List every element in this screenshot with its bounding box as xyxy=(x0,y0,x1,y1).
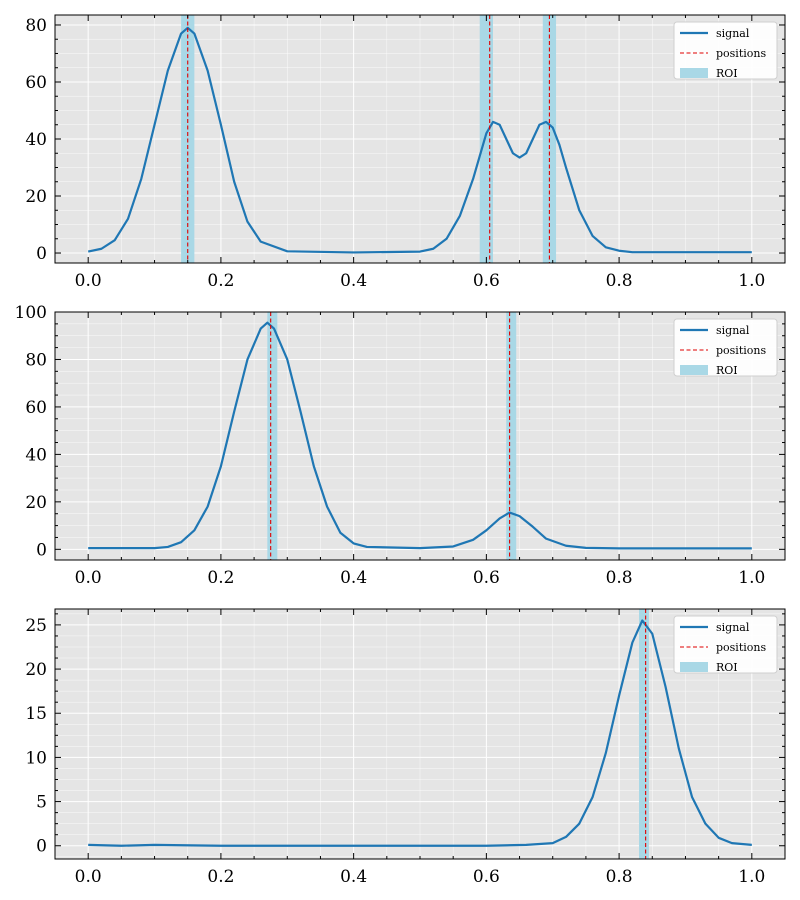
legend-label: positions xyxy=(716,344,766,357)
gridlines xyxy=(55,609,785,859)
roi-band xyxy=(479,15,493,263)
roi-group xyxy=(639,609,649,859)
y-tick-label: 25 xyxy=(25,616,47,636)
x-tick-label: 0.0 xyxy=(75,867,102,887)
legend-label: signal xyxy=(716,27,750,40)
y-tick-label: 10 xyxy=(25,748,47,768)
y-tick-label: 0 xyxy=(36,244,47,264)
legend: signal positions ROI xyxy=(673,21,778,80)
x-tick-label: 0.2 xyxy=(207,568,234,588)
legend-label: signal xyxy=(716,324,750,337)
y-tick-label: 60 xyxy=(25,398,47,418)
roi-band xyxy=(267,312,278,560)
x-tick-label: 0.8 xyxy=(606,568,633,588)
y-tick-label: 5 xyxy=(36,793,47,813)
x-tick-label: 0.2 xyxy=(207,867,234,887)
chart-panel-1: 0.0 0.2 0.4 0.6 0.8 1.0 0 20 40 60 80 signal positio… xyxy=(25,14,786,291)
x-tick-label: 0.6 xyxy=(473,271,500,291)
legend-label: positions xyxy=(716,47,766,60)
legend-roi-swatch xyxy=(680,365,708,375)
y-tick-label: 40 xyxy=(25,130,47,150)
x-tick-label: 0.0 xyxy=(75,568,102,588)
legend-box xyxy=(673,318,778,377)
gridlines xyxy=(55,15,785,263)
legend-box xyxy=(673,21,778,80)
legend: signal positions ROI xyxy=(673,615,778,674)
x-tick-label: 0.8 xyxy=(606,867,633,887)
y-tick-label: 100 xyxy=(15,303,47,323)
y-tick-label: 20 xyxy=(25,187,47,207)
y-tick-label: 15 xyxy=(25,704,47,724)
legend-box xyxy=(673,615,778,674)
x-tick-label: 0.2 xyxy=(207,271,234,291)
signal-line xyxy=(88,321,752,550)
legend-label: ROI xyxy=(716,364,738,377)
x-tick-label: 1.0 xyxy=(738,867,765,887)
y-tick-label: 40 xyxy=(25,445,47,465)
x-tick-label: 1.0 xyxy=(738,568,765,588)
legend-label: ROI xyxy=(716,661,738,674)
y-tick-label: 20 xyxy=(25,493,47,513)
y-tick-label: 0 xyxy=(36,540,47,560)
y-tick-label: 80 xyxy=(25,350,47,370)
legend-roi-swatch xyxy=(680,68,708,78)
legend-label: ROI xyxy=(716,67,738,80)
legend-label: signal xyxy=(716,621,750,634)
gridlines xyxy=(55,312,785,560)
y-tick-label: 0 xyxy=(36,837,47,857)
x-tick-label: 0.4 xyxy=(340,568,367,588)
x-tick-label: 0.6 xyxy=(473,867,500,887)
signal-line xyxy=(88,619,752,847)
chart-panel-3: 0.0 0.2 0.4 0.6 0.8 1.0 0 5 10 15 20 25 signal positi… xyxy=(25,608,786,887)
legend-roi-swatch xyxy=(680,662,708,672)
x-tick-label: 0.4 xyxy=(340,271,367,291)
x-tick-label: 1.0 xyxy=(738,271,765,291)
y-tick-label: 60 xyxy=(25,73,47,93)
signal-line xyxy=(87,26,752,254)
x-tick-label: 0.8 xyxy=(606,271,633,291)
roi-band xyxy=(639,609,649,859)
chart-panel-2: 0.0 0.2 0.4 0.6 0.8 1.0 0 20 40 60 80 100 signal posi… xyxy=(15,303,786,588)
roi-band xyxy=(506,312,517,560)
legend-label: positions xyxy=(716,641,766,654)
y-tick-label: 20 xyxy=(25,660,47,680)
legend: signal positions ROI xyxy=(673,318,778,377)
x-tick-label: 0.0 xyxy=(75,271,102,291)
x-tick-label: 0.4 xyxy=(340,867,367,887)
x-tick-label: 0.6 xyxy=(473,568,500,588)
y-tick-label: 80 xyxy=(25,16,47,36)
roi-group xyxy=(267,312,517,560)
